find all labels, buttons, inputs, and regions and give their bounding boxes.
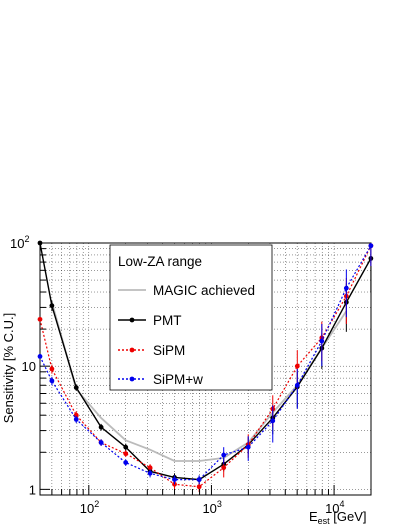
data-point — [123, 444, 129, 450]
x-axis-label-unit: [GeV] — [330, 509, 367, 524]
x-axis-label-sub: est — [318, 516, 331, 526]
x-tick-label: 103 — [202, 499, 221, 516]
data-point — [123, 460, 129, 465]
data-point — [319, 338, 325, 344]
data-point — [172, 477, 177, 483]
legend-marker — [129, 317, 135, 323]
data-point — [221, 452, 227, 458]
axis-ticks: 102 103 104 1 10 102 — [10, 234, 345, 516]
legend: Low-ZA range MAGIC achieved PMT SiPM SiPM+w — [109, 244, 273, 391]
legend-label: SiPM+w — [153, 372, 203, 387]
y-tick-label: 102 — [10, 234, 29, 251]
legend-label: PMT — [153, 313, 182, 328]
data-point — [123, 451, 129, 457]
data-point — [73, 416, 79, 422]
data-point — [49, 366, 55, 372]
data-point — [368, 243, 374, 249]
data-point — [245, 444, 251, 450]
data-point — [270, 418, 276, 424]
legend-label: MAGIC achieved — [153, 283, 255, 298]
data-point — [37, 316, 43, 322]
series-3 — [37, 243, 374, 485]
y-axis-label: Sensitivity [% C.U.] — [1, 313, 16, 424]
series-line — [39, 245, 372, 481]
data-point — [221, 465, 227, 471]
x-tick-label: 104 — [325, 499, 344, 516]
data-point — [294, 363, 300, 369]
legend-title: Low-ZA range — [118, 254, 202, 269]
data-point — [196, 477, 202, 483]
legend-marker — [129, 376, 135, 382]
legend-label: SiPM — [153, 343, 185, 358]
legend-box — [109, 244, 273, 391]
legend-marker — [129, 347, 135, 353]
data-point — [343, 285, 349, 291]
data-point — [294, 382, 300, 388]
data-point — [98, 440, 104, 445]
data-point — [147, 465, 153, 471]
data-point — [49, 378, 55, 384]
data-point — [49, 303, 55, 309]
y-tick-label: 10 — [22, 359, 36, 374]
data-point — [73, 385, 79, 391]
x-axis-label: Eest [GeV] — [309, 509, 367, 526]
y-tick-label: 1 — [29, 482, 36, 497]
x-tick-label: 102 — [80, 499, 99, 516]
data-point — [196, 484, 202, 490]
series-layer — [37, 240, 374, 493]
data-point — [147, 470, 153, 476]
x-axis-label-main: E — [309, 509, 318, 524]
data-point — [37, 354, 43, 359]
data-point — [98, 424, 104, 430]
